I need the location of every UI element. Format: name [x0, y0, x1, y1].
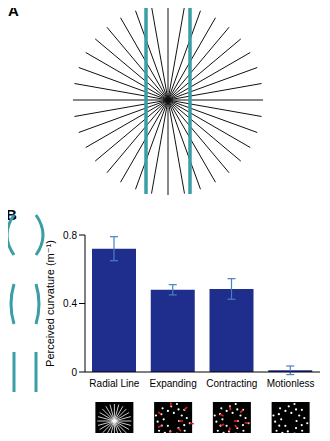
svg-text:Radial Line: Radial Line [89, 378, 139, 389]
svg-text:0.4: 0.4 [63, 298, 77, 309]
svg-text:Motionless: Motionless [267, 378, 315, 389]
svg-text:Expanding: Expanding [149, 378, 196, 389]
svg-text:Contracting: Contracting [206, 378, 257, 389]
html-text:B: B [6, 206, 17, 223]
svg-text:0.8: 0.8 [63, 230, 77, 241]
svg-text:0: 0 [71, 367, 77, 378]
svg-text:Perceived curvature (m⁻¹): Perceived curvature (m⁻¹) [44, 240, 56, 367]
html-text:A: A [8, 2, 19, 19]
